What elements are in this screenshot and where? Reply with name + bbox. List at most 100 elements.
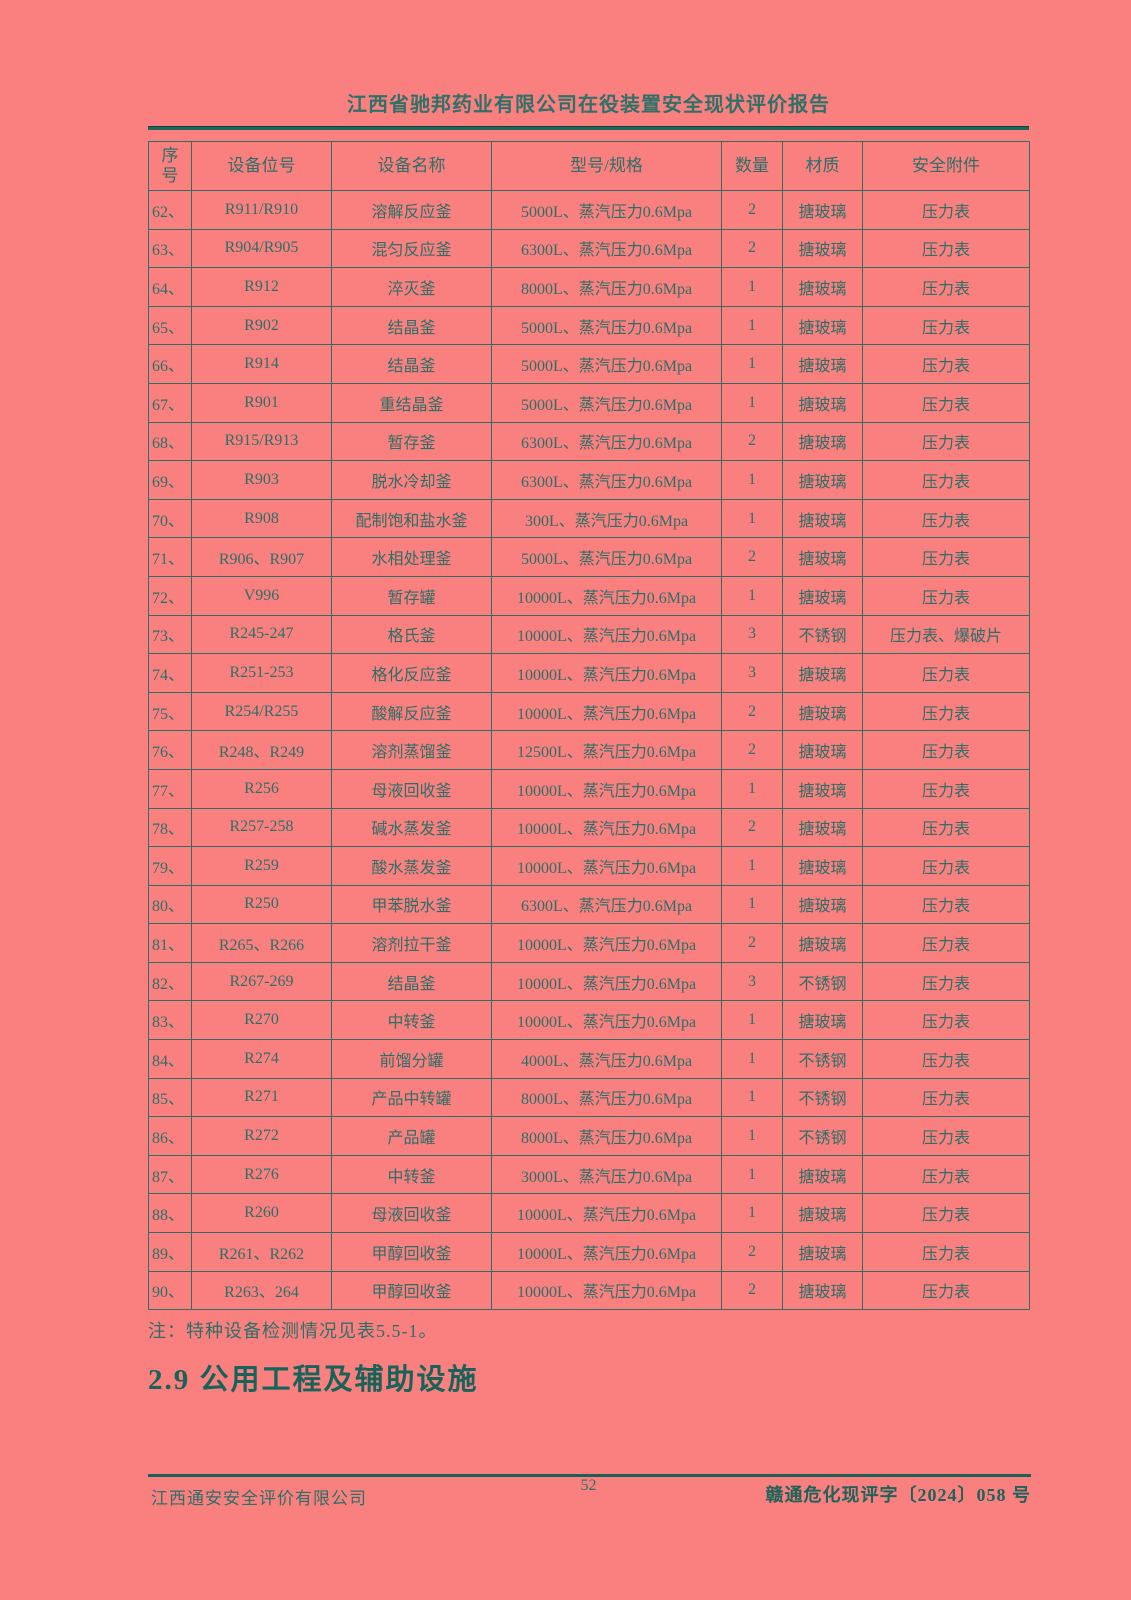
table-cell: R263、264 bbox=[191, 1270, 332, 1311]
table-cell: 81、 bbox=[148, 923, 192, 963]
table-row: 82、 R267-269 结晶釜 10000L、蒸汽压力0.6Mpa 3 不锈钢 压力表 bbox=[148, 961, 1030, 1002]
table-cell: 压力表 bbox=[862, 1270, 1030, 1311]
table-cell: 搪玻璃 bbox=[782, 498, 863, 539]
table-cell: 87、 bbox=[148, 1154, 192, 1195]
table-cell: 中转釜 bbox=[331, 1154, 492, 1195]
table-cell: 搪玻璃 bbox=[782, 344, 863, 384]
table-cell: 10000L、蒸汽压力0.6Mpa bbox=[491, 1232, 722, 1272]
table-cell: 压力表 bbox=[862, 421, 1030, 462]
table-cell: 73、 bbox=[148, 614, 192, 655]
table-cell: 77、 bbox=[148, 768, 192, 809]
table-row: 90、 R263、264 甲醇回收釜 10000L、蒸汽压力0.6Mpa 2 搪玻璃 压力表 bbox=[148, 1270, 1030, 1311]
table-cell: 5000L、蒸汽压力0.6Mpa bbox=[491, 344, 722, 384]
table-cell: 压力表 bbox=[862, 1116, 1030, 1156]
table-cell: 1 bbox=[721, 1154, 783, 1195]
table-cell: R257-258 bbox=[191, 807, 332, 848]
table-cell: 配制饱和盐水釜 bbox=[331, 498, 492, 539]
table-cell: 甲醇回收釜 bbox=[331, 1232, 492, 1272]
table-cell: 压力表 bbox=[862, 1154, 1030, 1195]
table-cell: 2 bbox=[721, 190, 783, 230]
table-cell: 格氏釜 bbox=[331, 614, 492, 655]
table-cell: 搪玻璃 bbox=[782, 846, 863, 886]
table-cell: R903 bbox=[191, 460, 332, 500]
table-cell: 10000L、蒸汽压力0.6Mpa bbox=[491, 614, 722, 655]
table-cell: 溶剂拉干釜 bbox=[331, 923, 492, 963]
equipment-table: 序号 设备位号 设备名称 型号/规格 数量 材质 安全附件 62、 R911/R910 溶解反应… bbox=[148, 141, 1030, 1311]
table-cell: 压力表 bbox=[862, 344, 1030, 384]
table-cell: 搪玻璃 bbox=[782, 768, 863, 809]
table-row: 67、 R901 重结晶釜 5000L、蒸汽压力0.6Mpa 1 搪玻璃 压力表 bbox=[148, 382, 1030, 423]
table-cell: V996 bbox=[191, 575, 332, 616]
table-cell: R271 bbox=[191, 1077, 332, 1118]
table-cell: 压力表、爆破片 bbox=[862, 614, 1030, 655]
column-header: 安全附件 bbox=[862, 141, 1030, 191]
table-cell: 65、 bbox=[148, 305, 192, 346]
table-cell: 1 bbox=[721, 1193, 783, 1234]
table-row: 74、 R251-253 格化反应釜 10000L、蒸汽压力0.6Mpa 3 搪玻璃 压力表 bbox=[148, 653, 1030, 693]
footer-company-name: 江西通安安全评价有限公司 bbox=[151, 1489, 367, 1508]
table-cell: 搪玻璃 bbox=[782, 1154, 863, 1195]
table-cell: 甲醇回收釜 bbox=[331, 1270, 492, 1311]
table-cell: 8000L、蒸汽压力0.6Mpa bbox=[491, 267, 722, 307]
table-body: 62、 R911/R910 溶解反应釜 5000L、蒸汽压力0.6Mpa 2 搪玻璃 压力表… bbox=[148, 190, 1030, 1311]
table-cell: R901 bbox=[191, 382, 332, 423]
table-cell: 88、 bbox=[148, 1193, 192, 1234]
table-cell: 压力表 bbox=[862, 537, 1030, 577]
table-cell: 10000L、蒸汽压力0.6Mpa bbox=[491, 807, 722, 848]
table-cell: 6300L、蒸汽压力0.6Mpa bbox=[491, 421, 722, 462]
table-row: 84、 R274 前馏分罐 4000L、蒸汽压力0.6Mpa 1 不锈钢 压力表 bbox=[148, 1039, 1030, 1079]
table-cell: 10000L、蒸汽压力0.6Mpa bbox=[491, 1270, 722, 1311]
table-cell: R911/R910 bbox=[191, 190, 332, 230]
table-cell: 结晶釜 bbox=[331, 305, 492, 346]
table-cell: 脱水冷却釜 bbox=[331, 460, 492, 500]
table-cell: 1 bbox=[721, 498, 783, 539]
table-cell: 1 bbox=[721, 1000, 783, 1041]
table-row: 72、 V996 暂存罐 10000L、蒸汽压力0.6Mpa 1 搪玻璃 压力表 bbox=[148, 575, 1030, 616]
table-cell: 暂存釜 bbox=[331, 421, 492, 462]
table-cell: 83、 bbox=[148, 1000, 192, 1041]
table-cell: R915/R913 bbox=[191, 421, 332, 462]
table-cell: 搪玻璃 bbox=[782, 1232, 863, 1272]
table-cell: 压力表 bbox=[862, 498, 1030, 539]
table-cell: 8000L、蒸汽压力0.6Mpa bbox=[491, 1077, 722, 1118]
table-cell: 压力表 bbox=[862, 961, 1030, 1002]
table-cell: 搪玻璃 bbox=[782, 575, 863, 616]
table-cell: 搪玻璃 bbox=[782, 421, 863, 462]
table-cell: 产品中转罐 bbox=[331, 1077, 492, 1118]
table-cell: 不锈钢 bbox=[782, 1116, 863, 1156]
table-cell: R914 bbox=[191, 344, 332, 384]
header-rule bbox=[148, 126, 1029, 130]
table-row: 77、 R256 母液回收釜 10000L、蒸汽压力0.6Mpa 1 搪玻璃 压力表 bbox=[148, 768, 1030, 809]
table-cell: 1 bbox=[721, 382, 783, 423]
table-row: 78、 R257-258 碱水蒸发釜 10000L、蒸汽压力0.6Mpa 2 搪玻璃 压力表 bbox=[148, 807, 1030, 848]
table-cell: R902 bbox=[191, 305, 332, 346]
table-cell: R265、R266 bbox=[191, 923, 332, 963]
table-cell: 母液回收釜 bbox=[331, 768, 492, 809]
table-cell: 暂存罐 bbox=[331, 575, 492, 616]
table-cell: 86、 bbox=[148, 1116, 192, 1156]
table-cell: 2 bbox=[721, 537, 783, 577]
table-cell: 74、 bbox=[148, 653, 192, 693]
table-cell: 90、 bbox=[148, 1270, 192, 1311]
table-cell: R245-247 bbox=[191, 614, 332, 655]
table-cell: 产品罐 bbox=[331, 1116, 492, 1156]
table-cell: 压力表 bbox=[862, 653, 1030, 693]
table-cell: 压力表 bbox=[862, 1000, 1030, 1041]
table-row: 64、 R912 淬灭釜 8000L、蒸汽压力0.6Mpa 1 搪玻璃 压力表 bbox=[148, 267, 1030, 307]
table-cell: 89、 bbox=[148, 1232, 192, 1272]
table-cell: 压力表 bbox=[862, 190, 1030, 230]
table-cell: 压力表 bbox=[862, 228, 1030, 269]
table-cell: 搪玻璃 bbox=[782, 807, 863, 848]
table-cell: 1 bbox=[721, 267, 783, 307]
table-cell: 12500L、蒸汽压力0.6Mpa bbox=[491, 730, 722, 770]
table-cell: 不锈钢 bbox=[782, 1077, 863, 1118]
table-cell: R256 bbox=[191, 768, 332, 809]
table-cell: 63、 bbox=[148, 228, 192, 269]
table-cell: 2 bbox=[721, 1232, 783, 1272]
table-cell: 1 bbox=[721, 460, 783, 500]
column-header: 序号 bbox=[148, 141, 192, 191]
table-cell: 压力表 bbox=[862, 305, 1030, 346]
table-cell: 75、 bbox=[148, 691, 192, 732]
table-cell: 淬灭釜 bbox=[331, 267, 492, 307]
